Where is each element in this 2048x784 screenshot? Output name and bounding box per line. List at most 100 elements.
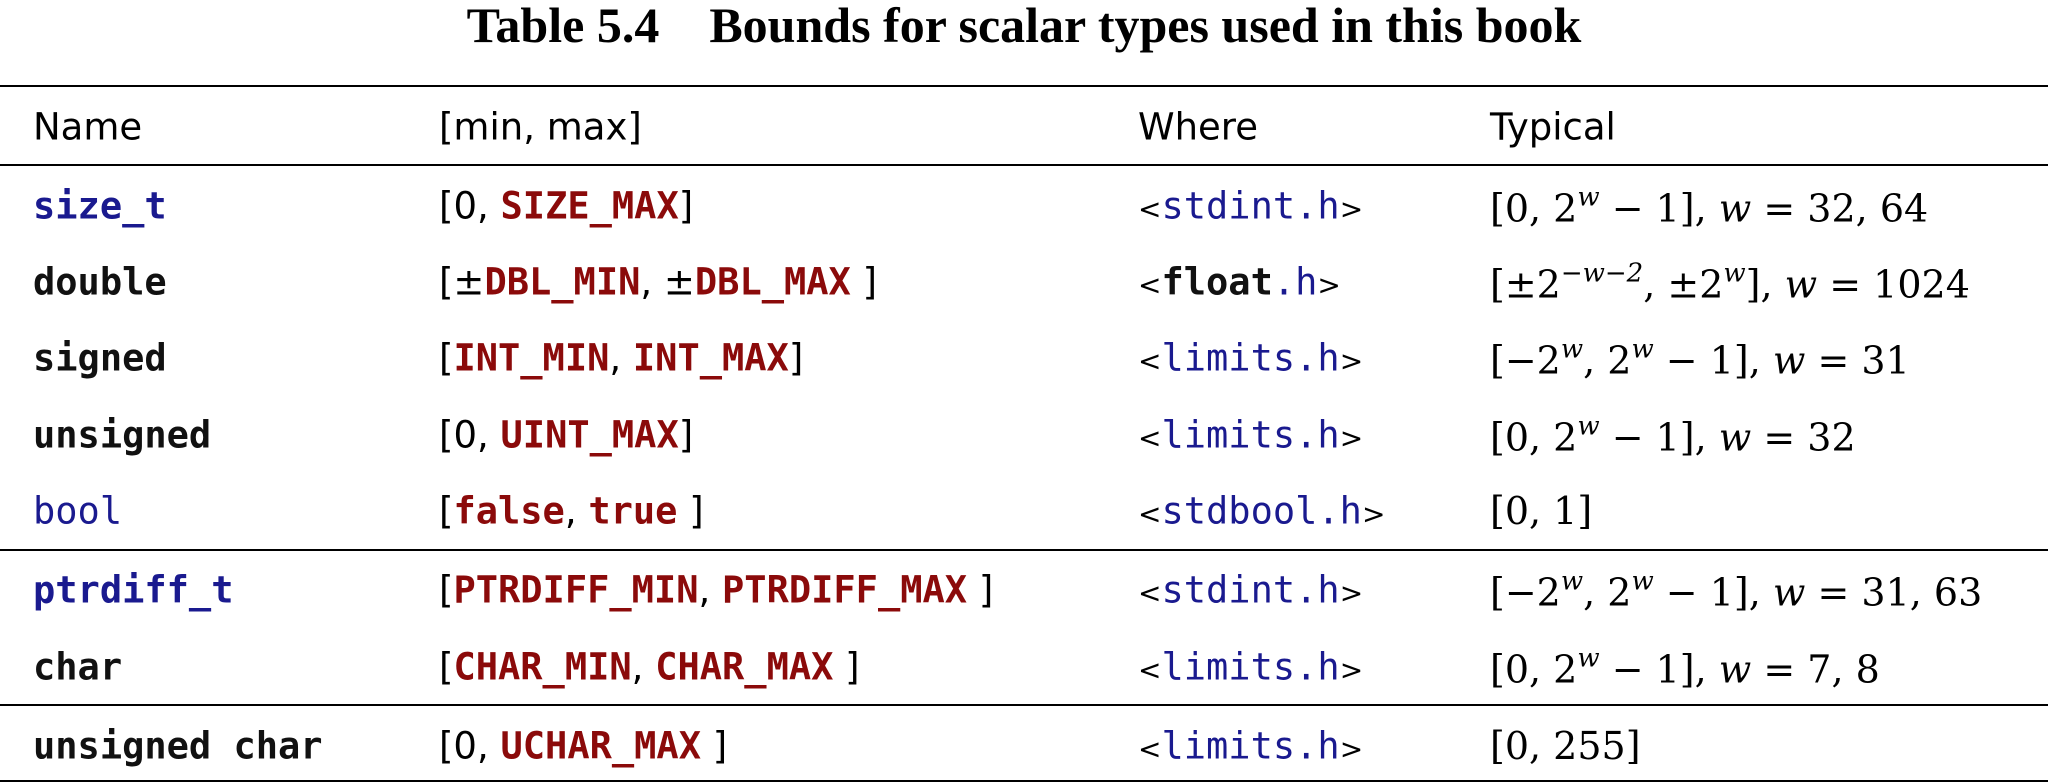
text-part: [ [439,336,454,380]
typical-range: [−2w, 2w − 1], w = 31 [1490,337,1910,380]
text-part: = 31, 63 [1805,570,1983,615]
table-rule [0,85,2048,87]
text-part: < [1138,268,1162,302]
typical-range: [0, 2w − 1], w = 32 [1490,414,1856,457]
type-name: signed [33,336,167,380]
header-file: <stdint.h> [1138,188,1363,225]
table-rule [0,164,2048,166]
text-part: , ±2 [1643,262,1724,307]
text-part: SIZE_MAX [500,184,679,228]
text-part: = 1024 [1817,262,1970,307]
text-part: > [1339,192,1364,226]
text-part: w [1718,186,1752,231]
text-part: w [1560,334,1584,365]
text-part: .h [1295,645,1340,689]
text-part: stdint [1161,568,1296,612]
header-file: <limits.h> [1138,649,1363,686]
column-header: Where [1138,105,1258,149]
text-part: = 32, 64 [1751,186,1929,231]
column-header: [min, max] [439,105,642,149]
text-part: PTRDIFF_MAX [722,568,968,612]
typical-range: [0, 2w − 1], w = 7, 8 [1490,646,1880,689]
range: [0, UCHAR_MAX ] [439,728,727,765]
text-part: CHAR_MIN [453,645,632,689]
range: [0, UINT_MAX] [439,417,693,454]
text-part: w [1723,258,1746,289]
text-part: [ [439,568,454,612]
text-part: > [1339,344,1364,378]
text-part: w [1772,338,1806,383]
text-part: [0, 2 [1490,647,1578,692]
range: [false, true ] [439,493,704,530]
header-file: <float.h> [1138,264,1341,301]
text-part: [ [439,413,454,457]
text-part: ] [967,568,994,612]
text-part: CHAR_MAX [655,645,834,689]
table-rule [0,549,2048,551]
type-name: unsigned [33,413,212,457]
text-part: w [1577,643,1600,674]
text-part: [0, 2 [1490,186,1578,231]
text-part: w [1560,566,1584,597]
typical-range: [0, 255] [1490,727,1641,765]
table-rule [0,704,2048,706]
text-part: [ [439,645,454,689]
text-part: true [588,489,678,533]
text-part: [0, [439,724,501,768]
type-name: ptrdiff_t [33,568,234,612]
text-part: w [1772,570,1806,615]
type-name: unsigned char [33,724,323,768]
text-part: > [1339,576,1364,610]
text-part: .h [1295,336,1340,380]
text-part: w [1784,262,1818,307]
text-part: w [1631,566,1654,597]
text-part: , [476,184,501,228]
text-part: [ [439,184,454,228]
text-part: 0 [453,184,477,228]
text-part: < [1138,421,1162,455]
text-part: limits [1161,645,1296,689]
text-part: ] [700,724,728,768]
text-part: [ [439,489,454,533]
text-part: − 1], [1599,186,1719,231]
column-header: Name [33,105,143,149]
column-header: Typical [1490,105,1616,149]
table-rule [0,780,2048,782]
text-part: ] [678,413,694,457]
range: [±DBL_MIN, ±DBL_MAX ] [439,264,877,301]
text-part: limits [1161,724,1296,768]
text-part: stdbool [1161,489,1318,533]
text-part: = 32 [1751,415,1856,460]
text-part: , ± [640,260,695,304]
text-part: < [1138,192,1162,226]
text-part: false [453,489,565,533]
text-part: , [564,489,589,533]
text-part: 0 [453,413,477,457]
text-part: < [1138,497,1162,531]
header-file: <stdbool.h> [1138,493,1385,530]
range: [0, SIZE_MAX] [439,188,693,225]
text-part: , [631,645,656,689]
text-part: UINT_MAX [500,413,679,457]
text-part: .h [1295,568,1340,612]
range: [INT_MIN, INT_MAX] [439,340,803,377]
text-part: − 1], [1653,338,1773,383]
text-part: float [1161,260,1273,304]
text-part: DBL_MIN [484,260,641,304]
typical-range: [0, 1] [1490,492,1592,530]
text-part: w [1577,182,1600,213]
text-part: > [1339,421,1364,455]
text-part: ] [677,489,704,533]
text-part: > [1361,497,1386,531]
range: [PTRDIFF_MIN, PTRDIFF_MAX ] [439,572,993,609]
text-part: = 31 [1805,338,1910,383]
typical-range: [0, 2w − 1], w = 32, 64 [1490,185,1928,228]
text-part: .h [1295,184,1340,228]
header-file: <limits.h> [1138,340,1363,377]
text-part: ] [678,184,694,228]
text-part: [0, 1] [1490,489,1593,533]
text-part: [−2 [1490,338,1561,383]
text-part: UCHAR_MAX [500,724,701,768]
text-part: > [1339,732,1364,766]
